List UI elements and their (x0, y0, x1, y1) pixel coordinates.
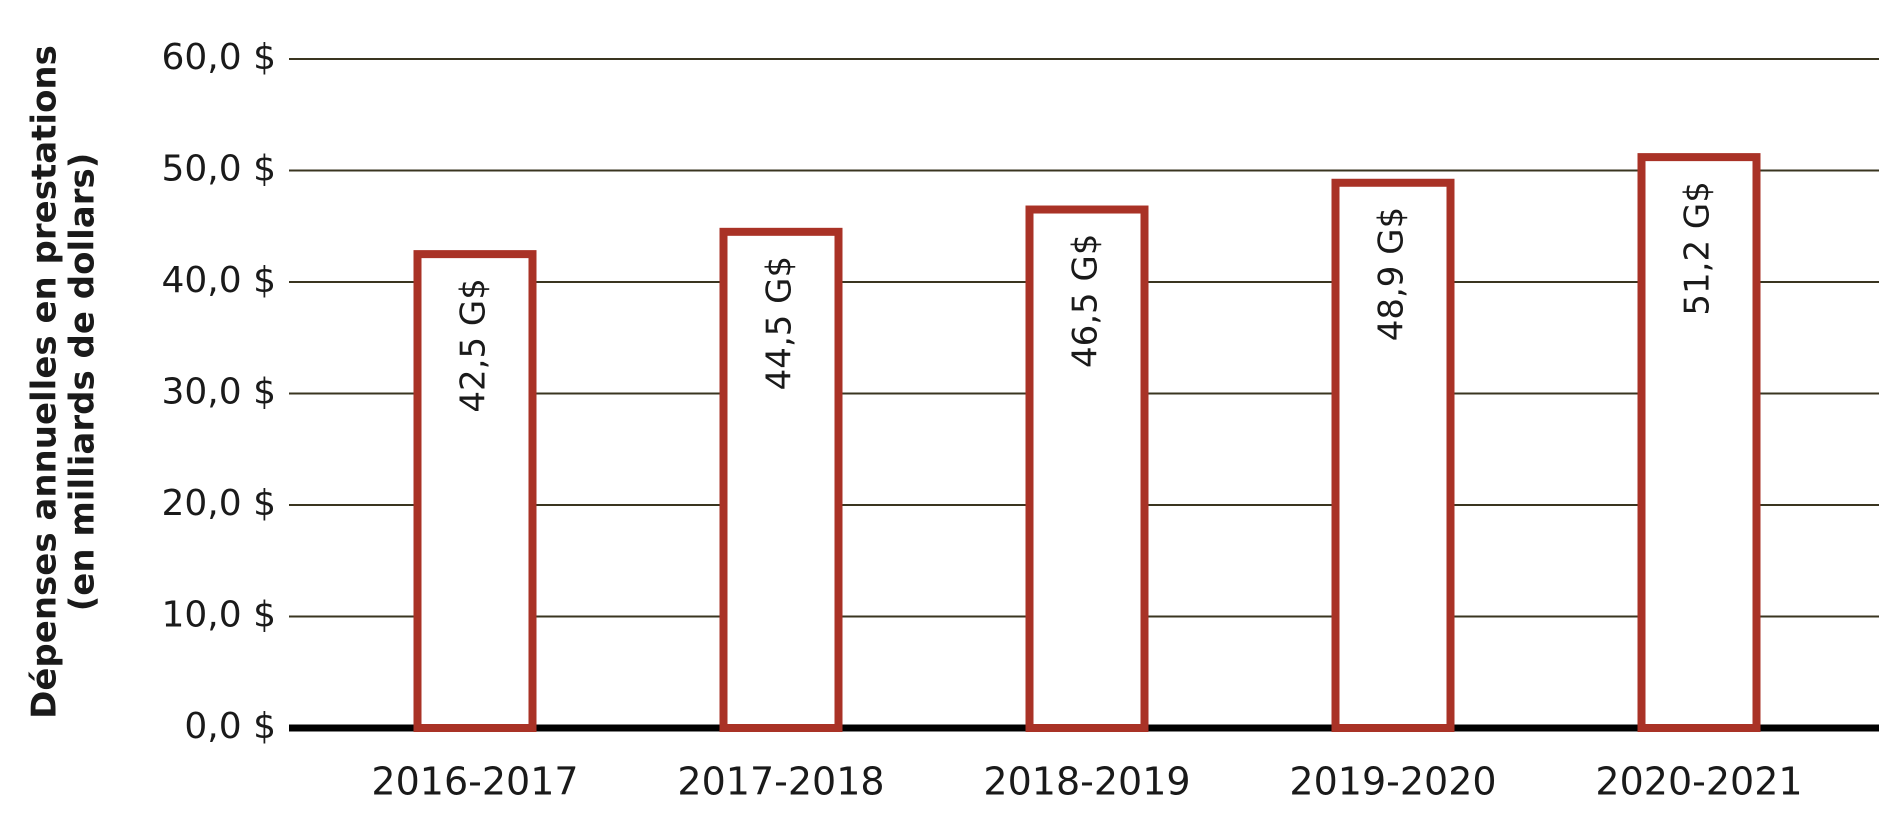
bar (719, 227, 843, 732)
y-tick-label: 60,0 $ (161, 37, 276, 78)
x-tick-label: 2020-2021 (1595, 760, 1802, 804)
y-axis-title-line: Dépenses annuelles en prestations (25, 45, 65, 719)
value-label: 44,5 G$ (760, 256, 800, 391)
value-label: 46,5 G$ (1066, 234, 1106, 369)
y-tick-label: 50,0 $ (161, 149, 276, 190)
bar (413, 250, 537, 732)
y-tick-label: 20,0 $ (161, 483, 276, 524)
x-tick-label: 2017-2018 (677, 760, 884, 804)
x-tick-label: 2016-2017 (371, 760, 578, 804)
value-label: 48,9 G$ (1372, 207, 1412, 342)
y-tick-label: 40,0 $ (161, 260, 276, 301)
bar (1637, 153, 1761, 732)
x-tick-label: 2018-2019 (983, 760, 1190, 804)
y-tick-label: 10,0 $ (161, 595, 276, 636)
x-tick-label: 2019-2020 (1289, 760, 1496, 804)
y-axis-title: Dépenses annuelles en prestations (en mi… (25, 45, 103, 719)
value-label: 51,2 G$ (1678, 181, 1718, 316)
bar (1331, 178, 1455, 732)
y-tick-label: 0,0 $ (184, 706, 276, 747)
value-label: 42,5 G$ (454, 278, 494, 413)
y-axis-title-line: (en milliards de dollars) (63, 153, 103, 612)
bar (1025, 205, 1149, 732)
y-tick-label: 30,0 $ (161, 372, 276, 413)
